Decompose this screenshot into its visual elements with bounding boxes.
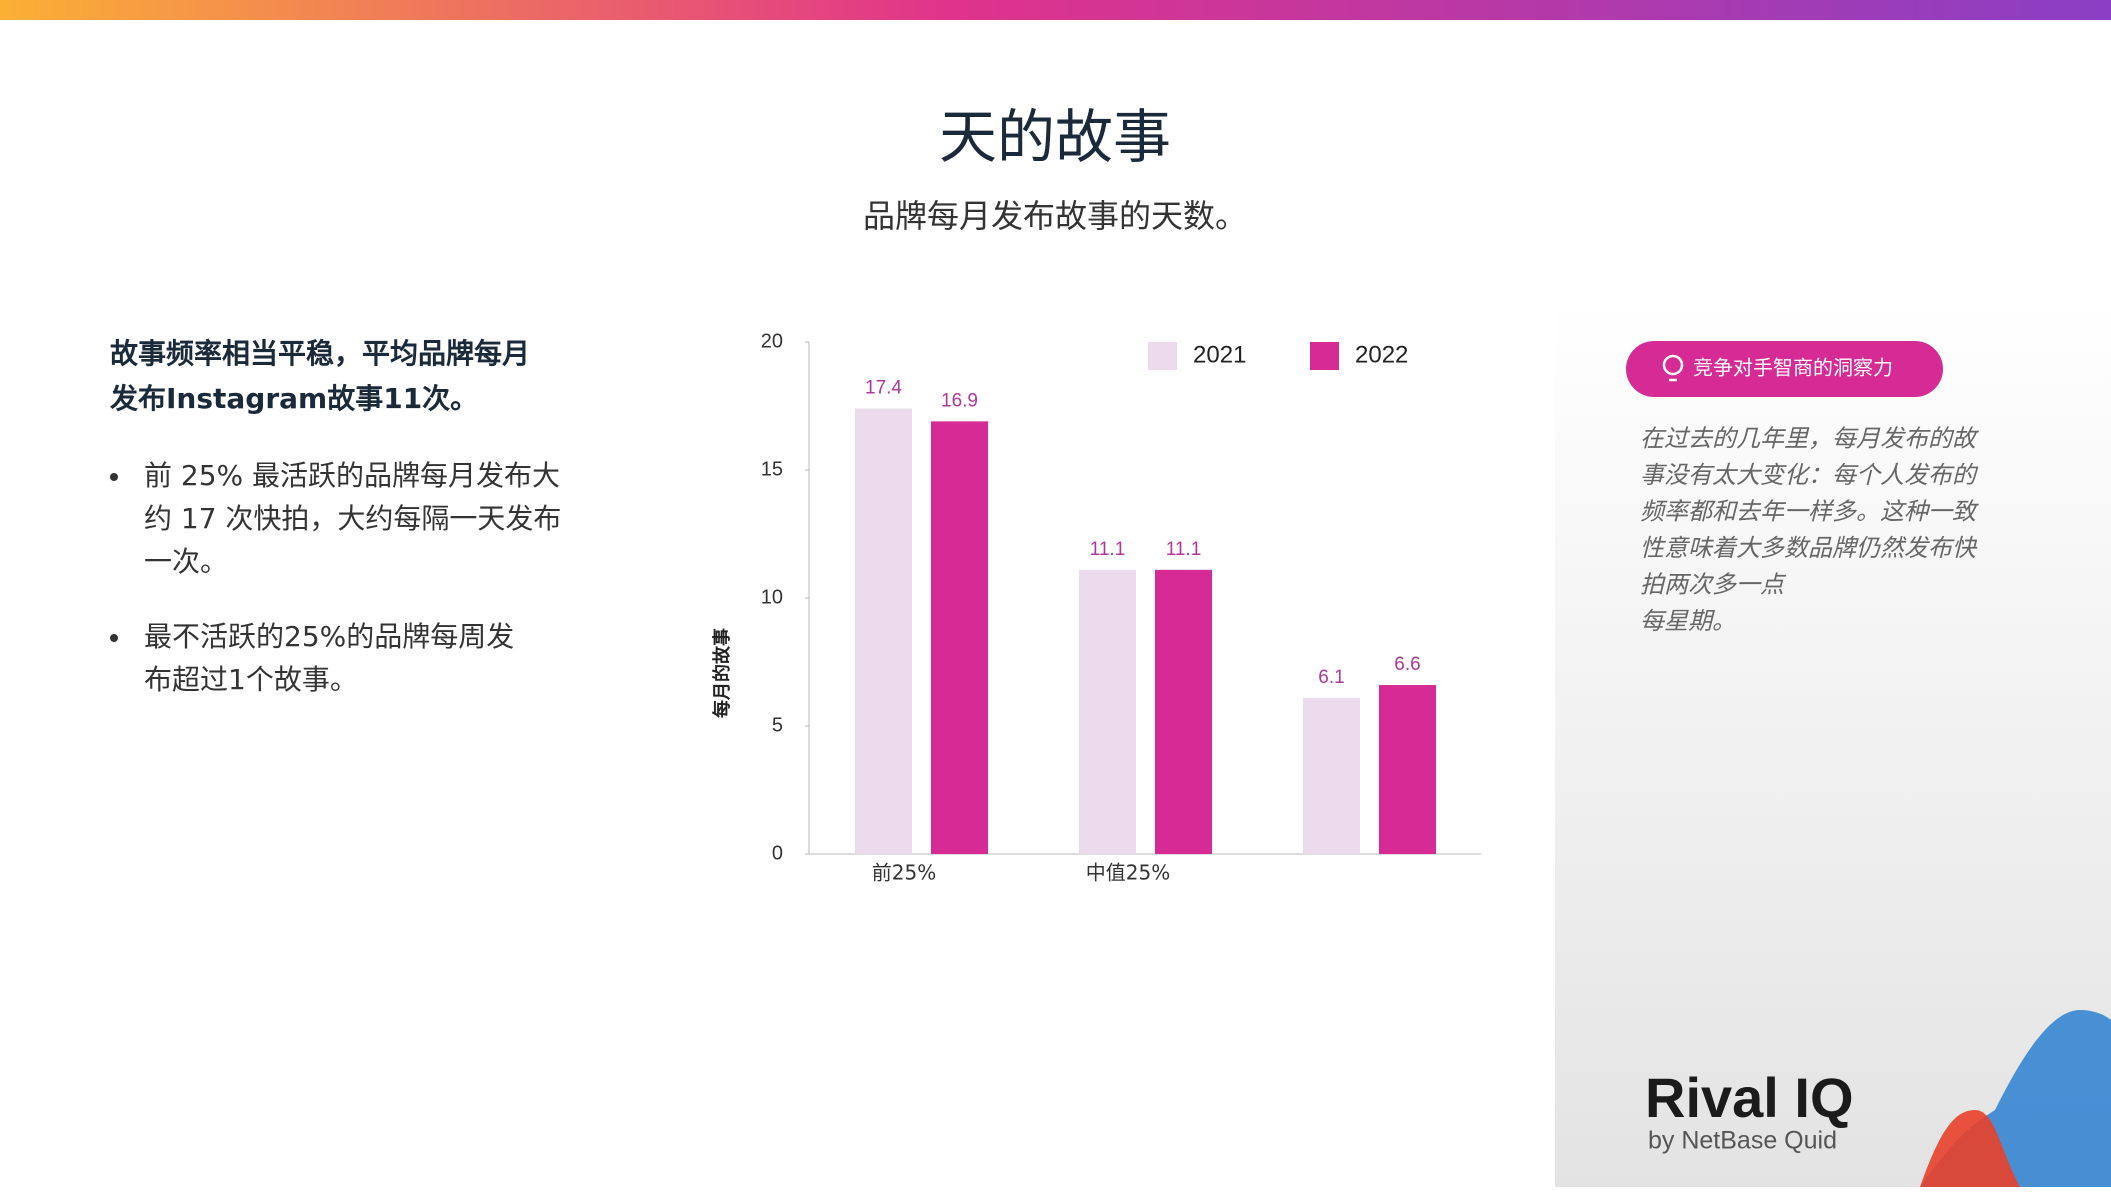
bullet-text: 前 25% 最活跃的品牌每月发布大 [144, 459, 560, 492]
summary-heading: 发布Instagram故事11次。 [109, 382, 478, 415]
logo-wave [1920, 1110, 2020, 1187]
top-bar [0, 0, 2111, 20]
y-tick-label: 15 [761, 458, 783, 480]
insight-line: 每星期。 [1640, 607, 1736, 635]
summary-heading: 故事频率相当平稳，平均品牌每月 [110, 337, 530, 370]
bar [931, 421, 988, 854]
title: 天的故事 [939, 103, 1171, 171]
insight-line: 性意味着大多数品牌仍然发布快 [1640, 534, 1978, 562]
y-tick-label: 0 [772, 842, 783, 864]
legend-swatch [1310, 342, 1339, 370]
bar [855, 408, 912, 854]
bullet-text: 一次。 [144, 545, 228, 578]
value-label: 16.9 [941, 390, 978, 411]
legend-swatch [1148, 342, 1177, 370]
value-label: 11.1 [1166, 539, 1202, 560]
logo-name: Rival IQ [1645, 1066, 1854, 1129]
value-label: 11.1 [1090, 539, 1126, 560]
legend-label: 2022 [1355, 341, 1408, 368]
legend-label: 2021 [1193, 341, 1246, 368]
insight-panel [1555, 300, 2111, 1187]
y-tick-label: 20 [761, 330, 783, 352]
y-tick-label: 10 [761, 586, 783, 608]
bullet-text: 约 17 次快拍，大约每隔一天发布 [144, 502, 561, 535]
x-tick-label: 前25% [872, 861, 936, 885]
bullet-text: 布超过1个故事。 [144, 663, 358, 696]
bullet-text: 最不活跃的25%的品牌每周发 [144, 620, 514, 653]
insight-line: 频率都和去年一样多。这种一致 [1640, 498, 1979, 526]
bar [1379, 685, 1436, 854]
insight-badge [1626, 341, 1943, 397]
value-label: 6.6 [1394, 654, 1420, 675]
bullet-dot [110, 473, 118, 481]
insight-text: 在过去的几年里，每月发布的故事没有太大变化：每个人发布的频率都和去年一样多。这种… [1640, 425, 1979, 636]
bar [1079, 569, 1136, 854]
badge-text: 竞争对手智商的洞察力 [1693, 356, 1893, 380]
x-tick-label: 中值25% [1086, 861, 1170, 885]
logo-byline: by NetBase Quid [1648, 1127, 1837, 1155]
bulb-icon [1662, 354, 1684, 376]
insight-line: 事没有太大变化：每个人发布的 [1640, 461, 1979, 489]
value-label: 6.1 [1318, 667, 1344, 688]
subtitle: 品牌每月发布故事的天数。 [863, 197, 1247, 235]
bullet-dot [110, 634, 118, 642]
y-axis-label: 每月的故事 [711, 628, 733, 718]
insight-line: 拍两次多一点 [1640, 571, 1787, 599]
bar [1303, 697, 1360, 854]
y-tick-label: 5 [772, 714, 783, 736]
insight-line: 在过去的几年里，每月发布的故 [1640, 425, 1979, 453]
bar [1155, 569, 1212, 854]
value-label: 17.4 [865, 378, 902, 399]
